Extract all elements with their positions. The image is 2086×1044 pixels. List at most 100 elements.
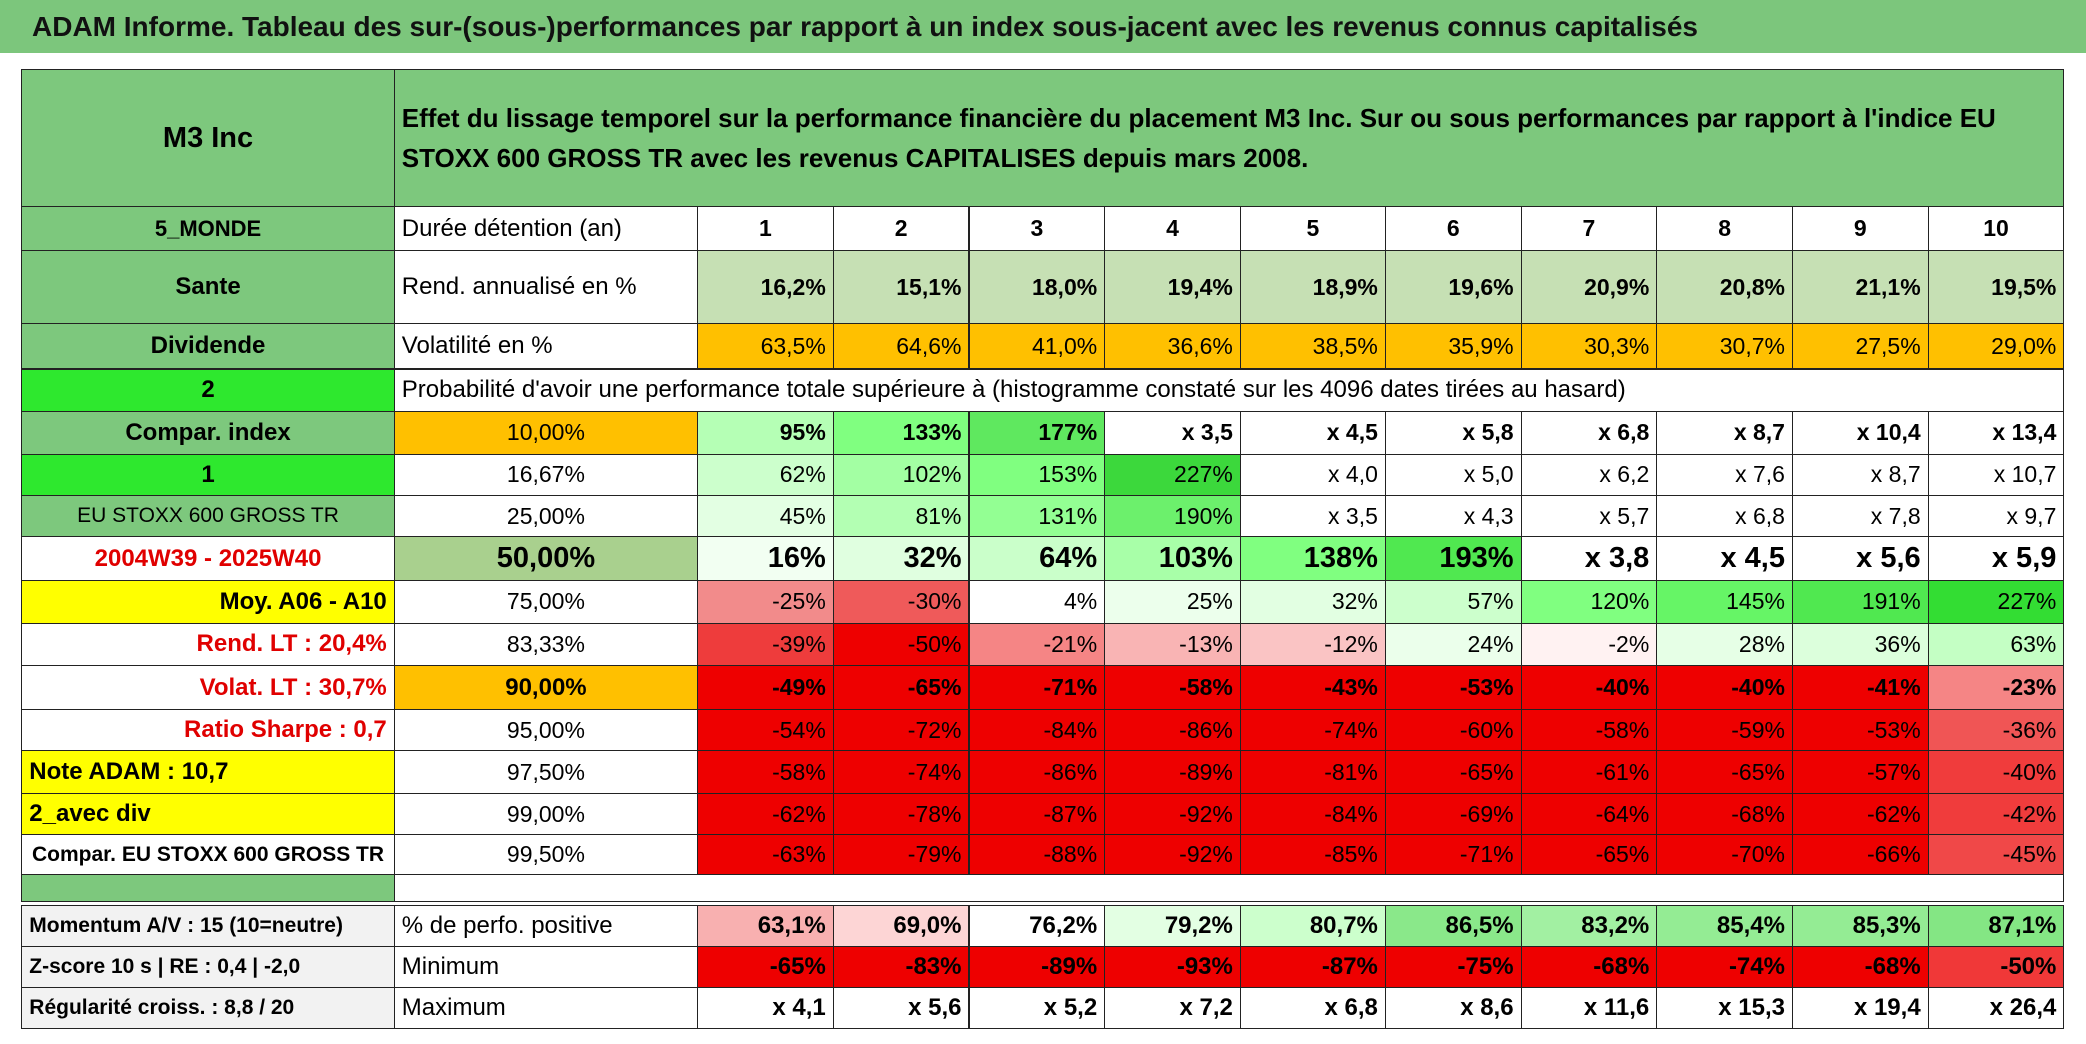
- cell: 24%: [1384, 622, 1522, 667]
- cell: 120%: [1520, 580, 1658, 624]
- cell: -57%: [1791, 750, 1929, 794]
- cell: x 7,6: [1656, 453, 1793, 496]
- cell: 4%: [968, 580, 1106, 624]
- cell: 36,6%: [1104, 323, 1241, 370]
- cell-text: x 10,7: [1993, 461, 2057, 488]
- cell: -79%: [832, 834, 970, 876]
- cell-text: 36%: [1874, 630, 1921, 657]
- cell-text: x 15,3: [1718, 994, 1785, 1022]
- cell: 76,2%: [968, 904, 1106, 947]
- cell-text: x 19,4: [1853, 994, 1921, 1022]
- cell-text: 1: [759, 215, 772, 242]
- cell-text: 191%: [1861, 588, 1921, 615]
- cell: Durée détention (an): [393, 206, 699, 252]
- cell-text: 41,0%: [1031, 332, 1098, 359]
- cell: -53%: [1791, 709, 1929, 752]
- cell: 16,2%: [697, 250, 834, 325]
- cell-text: -41%: [1866, 674, 1921, 701]
- cell: 99,00%: [393, 792, 699, 836]
- cell-text: x 4,5: [1720, 542, 1785, 575]
- cell: -71%: [1384, 834, 1522, 876]
- cell-text: 95,00%: [506, 716, 585, 743]
- cell-text: 177%: [1038, 419, 1098, 446]
- cell: 83,2%: [1520, 904, 1658, 947]
- cell-text: -89%: [1179, 758, 1233, 785]
- cell-text: 63,5%: [760, 332, 826, 359]
- cell-text: -86%: [1043, 758, 1098, 785]
- cell-text: 38,5%: [1312, 332, 1378, 359]
- cell: 63,5%: [697, 323, 834, 370]
- cell-text: 76,2%: [1029, 911, 1098, 939]
- cell-text: 6: [1446, 215, 1460, 242]
- cell-text: 57%: [1467, 588, 1514, 615]
- cell: x 9,7: [1927, 494, 2065, 538]
- cell: x 6,8: [1239, 987, 1386, 1030]
- cell-text: Momentum A/V : 15 (10=neutre): [29, 913, 343, 937]
- cell: 19,4%: [1104, 250, 1241, 325]
- cell: 64%: [968, 536, 1106, 582]
- cell: -92%: [1104, 792, 1241, 836]
- cell-text: Compar. EU STOXX 600 GROSS TR: [32, 842, 385, 866]
- cell-text: -79%: [907, 841, 962, 868]
- cell-text: -62%: [1866, 800, 1921, 827]
- cell-text: x 5,8: [1462, 419, 1514, 446]
- cell-text: -75%: [1457, 952, 1514, 980]
- cell-text: 28%: [1738, 630, 1785, 657]
- cell-text: 18,9%: [1312, 273, 1378, 300]
- cell: 38,5%: [1239, 323, 1386, 370]
- cell: x 26,4: [1927, 987, 2065, 1030]
- cell: Dividende: [21, 323, 395, 370]
- cell-text: x 8,6: [1460, 994, 1514, 1022]
- cell-text: 95%: [779, 419, 826, 446]
- cell: Volatilité en %: [393, 323, 699, 370]
- cell: Compar. EU STOXX 600 GROSS TR: [21, 834, 395, 876]
- cell: x 8,7: [1791, 453, 1929, 496]
- cell: -74%: [1656, 945, 1793, 989]
- cell: -43%: [1239, 665, 1386, 711]
- cell-text: -62%: [772, 800, 826, 827]
- cell-text: -61%: [1595, 758, 1650, 785]
- cell-text: -74%: [907, 758, 962, 785]
- cell-text: x 6,8: [1324, 994, 1378, 1022]
- cell-text: x 5,6: [908, 994, 962, 1022]
- cell: -68%: [1656, 792, 1793, 836]
- cell: 191%: [1791, 580, 1929, 624]
- cell: 85,4%: [1656, 904, 1793, 947]
- cell-text: 103%: [1158, 542, 1233, 575]
- cell-text: % de perfo. positive: [401, 911, 613, 939]
- cell: 19,6%: [1384, 250, 1522, 325]
- cell-text: -64%: [1595, 800, 1650, 827]
- cell-text: -85%: [1324, 841, 1378, 868]
- cell-text: 102%: [902, 461, 962, 488]
- cell-text: 2_avec div: [29, 800, 151, 827]
- cell: 95,00%: [393, 709, 699, 752]
- cell-text: x 6,8: [1735, 502, 1785, 529]
- cell-text: 83,33%: [506, 630, 585, 657]
- cell: 41,0%: [968, 323, 1106, 370]
- cell: 20,9%: [1520, 250, 1658, 325]
- cell: -87%: [968, 792, 1106, 836]
- cell-text: Ratio Sharpe : 0,7: [184, 716, 387, 744]
- cell: -84%: [968, 709, 1106, 752]
- cell-text: Rend. LT : 20,4%: [196, 630, 387, 658]
- cell-text: 4: [1166, 215, 1179, 242]
- cell-text: x 3,5: [1328, 502, 1378, 529]
- cell-text: -40%: [2002, 758, 2057, 785]
- cell: 2004W39 - 2025W40: [21, 536, 395, 582]
- cell: 193%: [1384, 536, 1522, 582]
- cell-text: -78%: [907, 800, 962, 827]
- cell-text: Effet du lissage temporel sur la perform…: [401, 102, 1996, 174]
- cell: x 4,5: [1656, 536, 1793, 582]
- cell-text: Note ADAM : 10,7: [29, 758, 229, 786]
- cell: Note ADAM : 10,7: [21, 750, 395, 794]
- cell-text: x 5,0: [1463, 461, 1514, 488]
- cell-text: x 13,4: [1992, 419, 2057, 446]
- cell-text: EU STOXX 600 GROSS TR: [77, 504, 339, 527]
- cell-text: x 4,1: [772, 994, 826, 1022]
- cell-text: Régularité croiss. : 8,8 / 20: [29, 996, 295, 1020]
- cell: -86%: [968, 750, 1106, 794]
- cell: 63%: [1927, 622, 2065, 667]
- cell: 2: [21, 368, 395, 413]
- cell: x 5,6: [1791, 536, 1929, 582]
- cell: 32%: [1239, 580, 1386, 624]
